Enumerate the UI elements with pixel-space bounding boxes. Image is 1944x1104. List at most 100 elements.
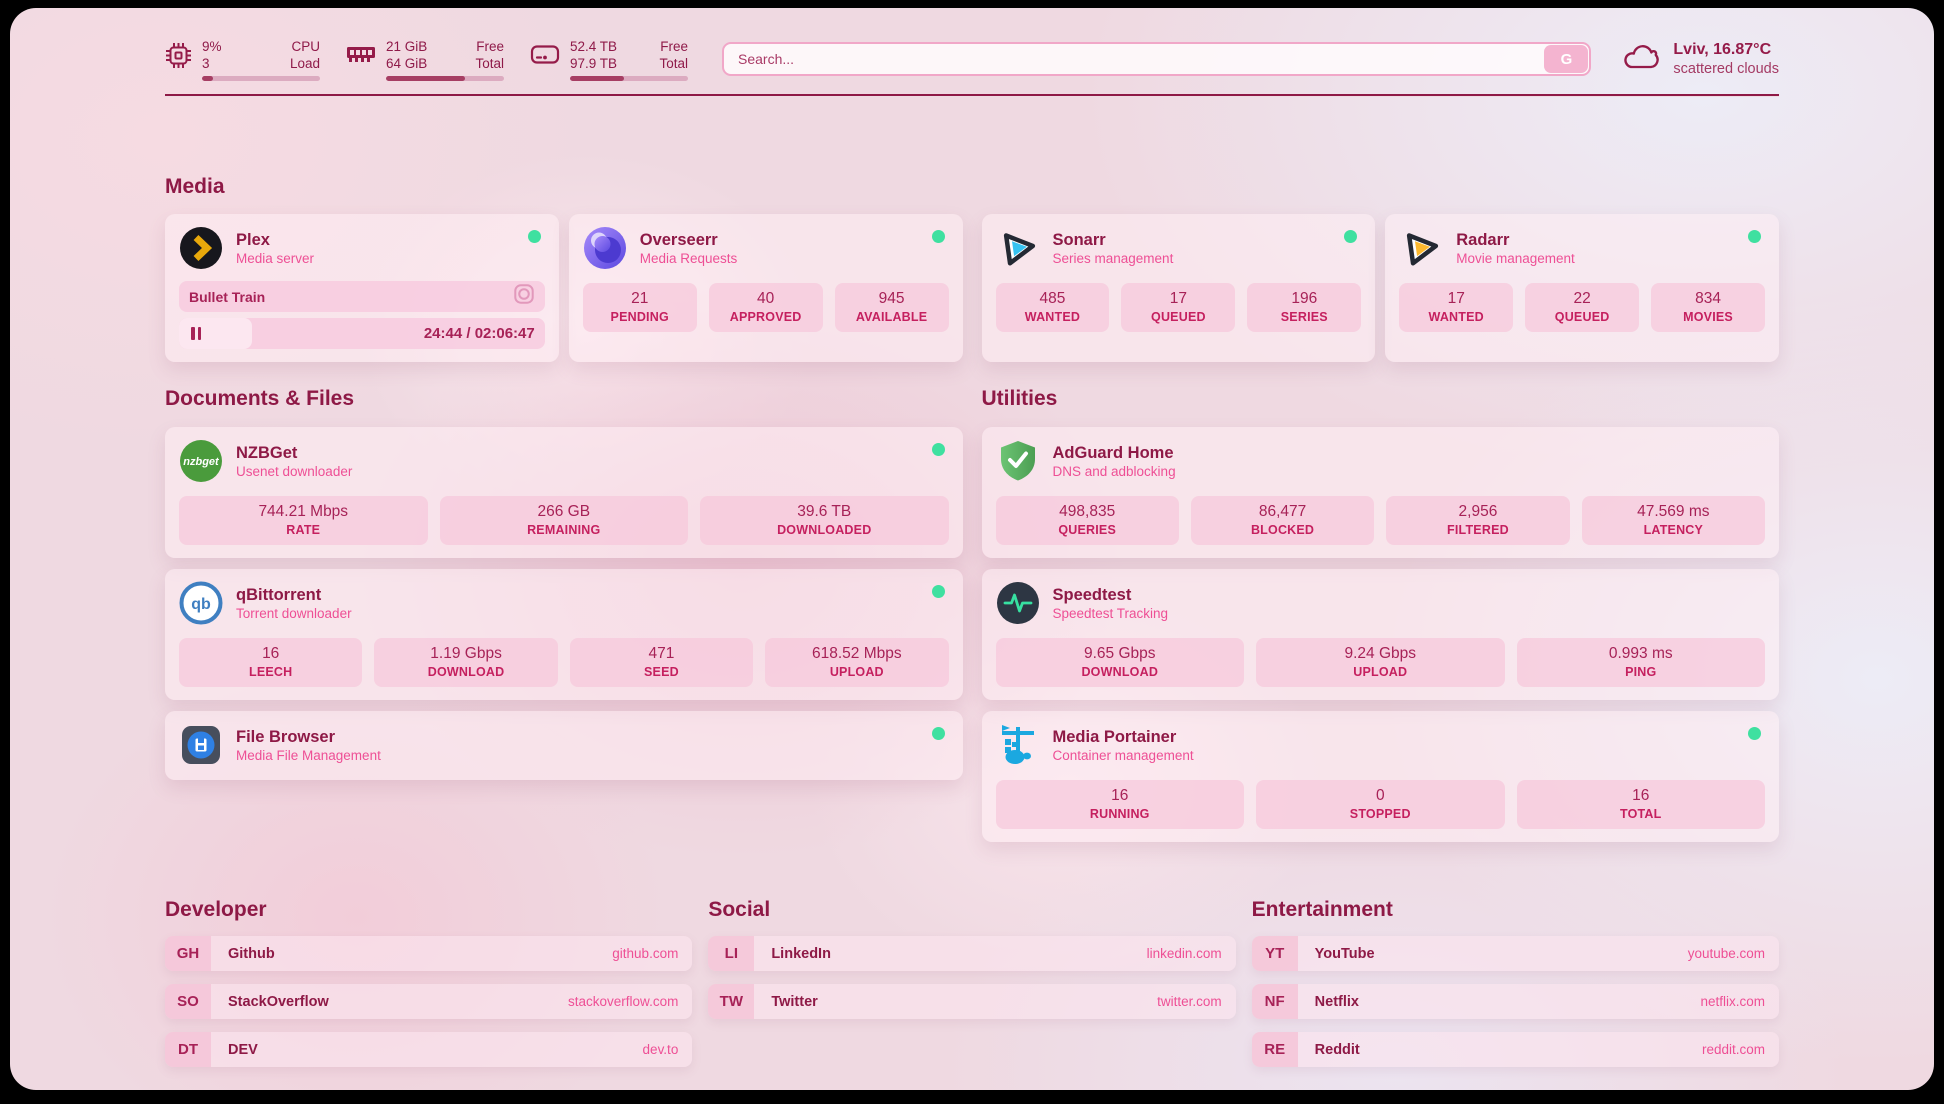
section-title-documents: Documents & Files (165, 387, 355, 410)
search-input[interactable] (722, 42, 1592, 76)
svg-text:qb: qb (191, 596, 211, 613)
disk-free-label: Free (660, 39, 688, 54)
status-dot (931, 443, 945, 456)
bookmark-netflix[interactable]: NF Netflix netflix.com (1251, 984, 1779, 1019)
qbittorrent-icon: qb (179, 581, 223, 625)
playback-progress-bar[interactable]: 24:44 / 02:06:47 (179, 318, 545, 349)
status-dot (931, 230, 945, 243)
cpu-widget: 9% 3 CPU Load (165, 38, 320, 81)
cpu-usage-value: 9% (202, 39, 222, 54)
service-card-filebrowser[interactable]: File Browser Media File Management (165, 711, 963, 780)
service-card-adguard[interactable]: AdGuard Home DNS and adblocking 498,835 … (981, 427, 1779, 558)
service-description: DNS and adblocking (1052, 463, 1176, 479)
svg-text:nzbget: nzbget (183, 456, 220, 468)
speedtest-icon (996, 581, 1040, 625)
cpu-icon (165, 42, 192, 74)
stat-wanted: 17 WANTED (1399, 283, 1514, 332)
bookmark-abbr: NF (1251, 984, 1298, 1019)
service-name: Plex (236, 230, 270, 249)
search-bar: G (722, 42, 1592, 76)
stat-queued: 22 QUEUED (1525, 283, 1640, 332)
stat-latency: 47.569 ms LATENCY (1581, 496, 1765, 545)
stat-upload: 9.24 Gbps UPLOAD (1256, 638, 1505, 687)
service-card-overseerr[interactable]: Overseerr Media Requests 21 PENDING 40 A… (568, 214, 963, 362)
service-description: Media Requests (639, 250, 738, 266)
service-card-qbittorrent[interactable]: qb qBittorrent Torrent downloader 16 LEE… (165, 569, 963, 700)
service-name: Speedtest (1052, 585, 1132, 604)
bookmark-abbr: YT (1251, 936, 1298, 971)
service-card-speedtest[interactable]: Speedtest Speedtest Tracking 9.65 Gbps D… (981, 569, 1779, 700)
bookmark-url: stackoverflow.com (568, 994, 679, 1009)
cpu-load-value: 3 (202, 56, 210, 71)
bookmark-dev[interactable]: DT DEV dev.to (165, 1032, 693, 1067)
bookmark-url: dev.to (642, 1042, 679, 1057)
search-provider-button[interactable]: G (1544, 45, 1589, 73)
bookmark-abbr: TW (708, 984, 755, 1019)
weather-condition: scattered clouds (1673, 61, 1779, 77)
bookmark-name: YouTube (1314, 945, 1375, 962)
video-icon (513, 283, 535, 310)
overseerr-icon (583, 226, 627, 270)
service-card-radarr[interactable]: Radarr Movie management 17 WANTED 22 QUE… (1385, 214, 1779, 362)
section-title-developer: Developer (165, 898, 267, 921)
cpu-usage-label: CPU (291, 39, 320, 54)
bookmark-abbr: GH (165, 936, 211, 971)
dashboard-panel: 9% 3 CPU Load (10, 8, 1934, 1090)
stat-series: 196 SERIES (1247, 283, 1362, 332)
service-description: Series management (1052, 250, 1174, 266)
pause-icon (191, 327, 201, 340)
bookmark-reddit[interactable]: RE Reddit reddit.com (1251, 1032, 1779, 1067)
adguard-icon (996, 439, 1040, 483)
bookmark-name: Github (228, 945, 275, 962)
bookmark-name: Twitter (771, 993, 818, 1010)
memory-free-value: 21 GiB (386, 39, 428, 54)
bookmark-name: LinkedIn (771, 945, 831, 962)
disk-icon (530, 42, 560, 72)
cpu-progress-bar (202, 76, 320, 81)
stat-movies: 834 MOVIES (1651, 283, 1766, 332)
status-dot (931, 585, 945, 598)
bookmark-url: github.com (612, 946, 679, 961)
bookmark-url: reddit.com (1701, 1042, 1765, 1057)
bookmark-name: DEV (228, 1041, 258, 1058)
plex-icon (179, 226, 223, 270)
stat-wanted: 485 WANTED (995, 283, 1110, 332)
bookmark-twitter[interactable]: TW Twitter twitter.com (708, 984, 1236, 1019)
service-card-nzbget[interactable]: nzbget NZBGet Usenet downloader 744.21 M… (165, 427, 963, 558)
service-description: Speedtest Tracking (1052, 605, 1169, 621)
section-title-entertainment: Entertainment (1251, 898, 1393, 921)
radarr-icon (1399, 226, 1443, 270)
stat-queries: 498,835 QUERIES (995, 496, 1179, 545)
stat-stopped: 0 STOPPED (1256, 780, 1505, 829)
stat-ping: 0.993 ms PING (1516, 638, 1765, 687)
section-title-utilities: Utilities (981, 387, 1058, 410)
memory-total-value: 64 GiB (386, 56, 428, 71)
bookmark-abbr: LI (708, 936, 755, 971)
nzbget-icon: nzbget (179, 439, 223, 483)
service-description: Movie management (1456, 250, 1575, 266)
service-name: AdGuard Home (1052, 443, 1174, 462)
bookmark-youtube[interactable]: YT YouTube youtube.com (1251, 936, 1779, 971)
stat-approved: 40 APPROVED (708, 283, 823, 332)
section-title-social: Social (708, 898, 771, 921)
header-divider (165, 94, 1779, 97)
disk-progress-bar (570, 76, 688, 81)
service-card-portainer[interactable]: Media Portainer Container management 16 … (981, 711, 1779, 842)
service-name: File Browser (236, 727, 336, 746)
resource-widgets: 9% 3 CPU Load (165, 38, 688, 81)
disk-total-label: Total (659, 56, 688, 71)
weather-location: Lviv, 16.87°C (1673, 41, 1772, 58)
bookmark-stackoverflow[interactable]: SO StackOverflow stackoverflow.com (165, 984, 693, 1019)
service-card-sonarr[interactable]: Sonarr Series management 485 WANTED 17 Q… (981, 214, 1376, 362)
bookmark-github[interactable]: GH Github github.com (165, 936, 693, 971)
weather-widget: Lviv, 16.87°C scattered clouds (1621, 40, 1779, 78)
service-card-plex[interactable]: Plex Media server Bullet Train (165, 214, 559, 362)
stat-download: 9.65 Gbps DOWNLOAD (995, 638, 1244, 687)
stat-leech: 16 LEECH (179, 638, 363, 687)
bookmark-abbr: DT (165, 1032, 211, 1067)
bookmark-linkedin[interactable]: LI LinkedIn linkedin.com (708, 936, 1236, 971)
status-dot (527, 230, 541, 243)
stat-running: 16 RUNNING (995, 780, 1244, 829)
cpu-load-label: Load (289, 56, 320, 71)
service-description: Media server (236, 250, 315, 266)
